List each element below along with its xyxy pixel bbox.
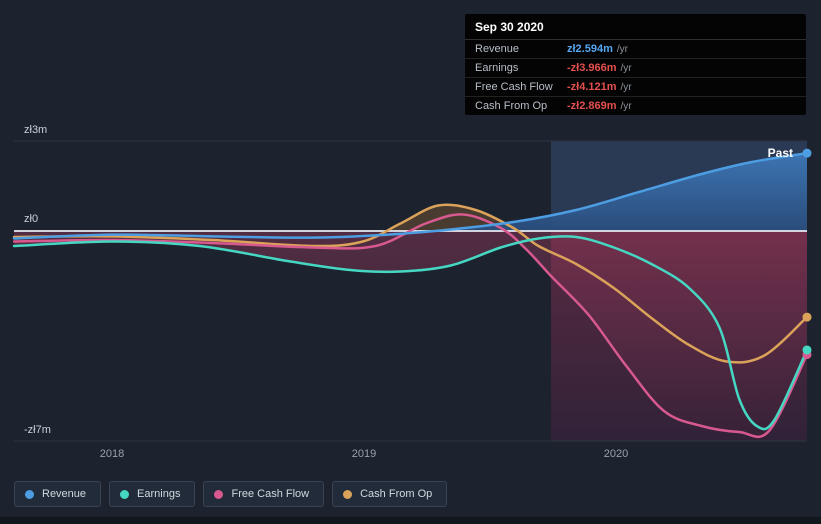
- past-region-label: Past: [768, 146, 793, 160]
- earnings-endpoint-dot: [802, 345, 812, 355]
- cash-from-op-endpoint-dot: [802, 312, 812, 322]
- legend-item-earnings[interactable]: Earnings: [109, 481, 196, 507]
- y-axis-tick-0: zł0: [24, 213, 38, 225]
- earnings-dot-icon: [120, 489, 130, 499]
- revenue-endpoint-dot: [802, 148, 812, 158]
- tooltip-value: zł2.594m: [567, 43, 613, 55]
- bottom-strip: [0, 517, 821, 524]
- negative-area-fill: [14, 231, 807, 437]
- cash-from-op-line: [12, 203, 809, 364]
- legend-label: Earnings: [137, 488, 181, 500]
- tooltip-date: Sep 30 2020: [465, 14, 806, 40]
- x-axis-tick-2019: 2019: [352, 448, 376, 460]
- cash-from-op-positive-area: [14, 204, 807, 231]
- tooltip-label: Free Cash Flow: [475, 81, 553, 93]
- chart-canvas[interactable]: zł3m zł0 -zł7m 2018 2019 2020 Past: [0, 0, 821, 470]
- tooltip-value: -zł4.121m: [567, 81, 617, 93]
- tooltip-unit: /yr: [616, 44, 628, 55]
- tooltip-unit: /yr: [620, 63, 632, 74]
- tooltip-row-revenue: Revenue zł2.594m /yr: [465, 40, 806, 59]
- revenue-area: [14, 153, 807, 231]
- x-axis-tick-2018: 2018: [100, 448, 124, 460]
- legend-label: Free Cash Flow: [231, 488, 310, 500]
- tooltip-label: Revenue: [475, 43, 520, 55]
- tooltip-label: Cash From Op: [475, 100, 548, 112]
- revenue-dot-icon: [25, 489, 34, 499]
- cash-from-op-dot-icon: [343, 489, 353, 499]
- tooltip-unit: /yr: [620, 82, 632, 93]
- tooltip-row-free-cash-flow: Free Cash Flow -zł4.121m /yr: [465, 78, 806, 97]
- legend-label: Cash From Op: [360, 488, 433, 500]
- legend-label: Revenue: [42, 488, 87, 500]
- tooltip-value: -zł3.966m: [567, 62, 617, 74]
- tooltip-value: -zł2.869m: [567, 100, 617, 112]
- chart-generated-layer: [12, 140, 812, 442]
- legend-item-free-cash-flow[interactable]: Free Cash Flow: [203, 481, 325, 507]
- chart-legend: Revenue Earnings Free Cash Flow Cash Fro…: [14, 481, 448, 507]
- free-cash-flow-dot-icon: [214, 489, 224, 499]
- legend-item-revenue[interactable]: Revenue: [14, 481, 102, 507]
- earnings-line: [12, 235, 809, 431]
- free-cash-flow-negative-area: [14, 231, 807, 437]
- x-axis-tick-2020: 2020: [604, 448, 628, 460]
- y-axis-tick-neg7m: -zł7m: [24, 424, 51, 436]
- legend-item-cash-from-op[interactable]: Cash From Op: [332, 481, 448, 507]
- tooltip-label: Earnings: [475, 62, 519, 74]
- y-axis-tick-3m: zł3m: [24, 124, 47, 136]
- tooltip-unit: /yr: [620, 101, 632, 112]
- tooltip-row-earnings: Earnings -zł3.966m /yr: [465, 59, 806, 78]
- revenue-line: [12, 151, 809, 240]
- chart-tooltip: Sep 30 2020 Revenue zł2.594m /yr Earning…: [465, 14, 806, 115]
- tooltip-row-cash-from-op: Cash From Op -zł2.869m /yr: [465, 97, 806, 115]
